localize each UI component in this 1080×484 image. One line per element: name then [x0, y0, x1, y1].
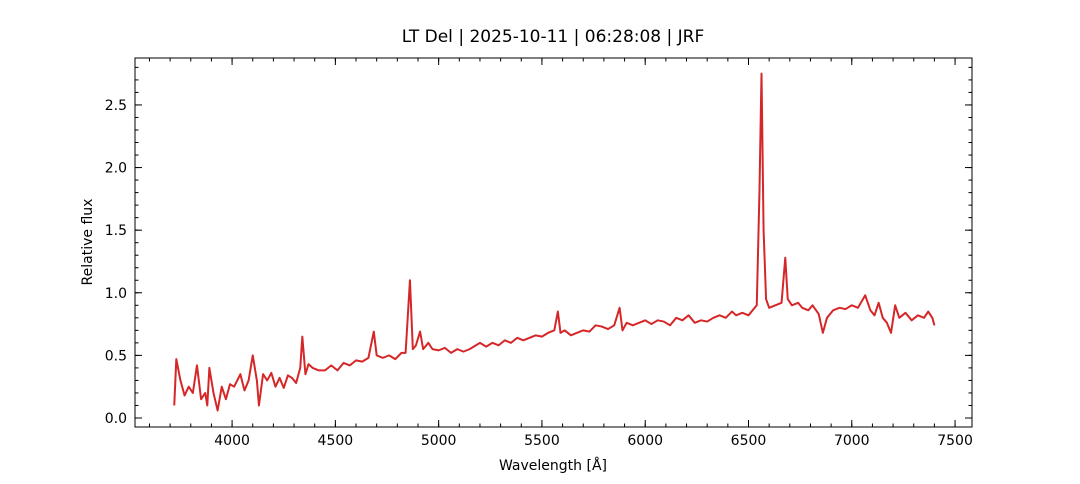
x-axis-label: Wavelength [Å]	[499, 457, 607, 474]
x-tick-label: 5000	[421, 433, 457, 449]
y-tick-label: 0.5	[105, 348, 127, 364]
x-tick-label: 6000	[627, 433, 663, 449]
x-tick-label: 5500	[524, 433, 560, 449]
y-tick-label: 1.0	[105, 286, 127, 302]
chart-title: LT Del | 2025-10-11 | 06:28:08 | JRF	[402, 27, 705, 47]
spectrum-line	[173, 72, 936, 412]
x-tick-label: 7500	[937, 433, 973, 449]
y-axis-label: Relative flux	[80, 199, 96, 286]
plot-frame	[134, 57, 973, 428]
y-tick-label: 1.5	[105, 223, 127, 239]
y-tick-label: 0.0	[105, 411, 127, 427]
x-tick-label: 6500	[731, 433, 767, 449]
x-tick-label: 7000	[834, 433, 870, 449]
x-tick-label: 4000	[214, 433, 250, 449]
x-tick-label: 4500	[318, 433, 354, 449]
y-tick-label: 2.5	[105, 98, 127, 114]
y-tick-label: 2.0	[105, 161, 127, 177]
